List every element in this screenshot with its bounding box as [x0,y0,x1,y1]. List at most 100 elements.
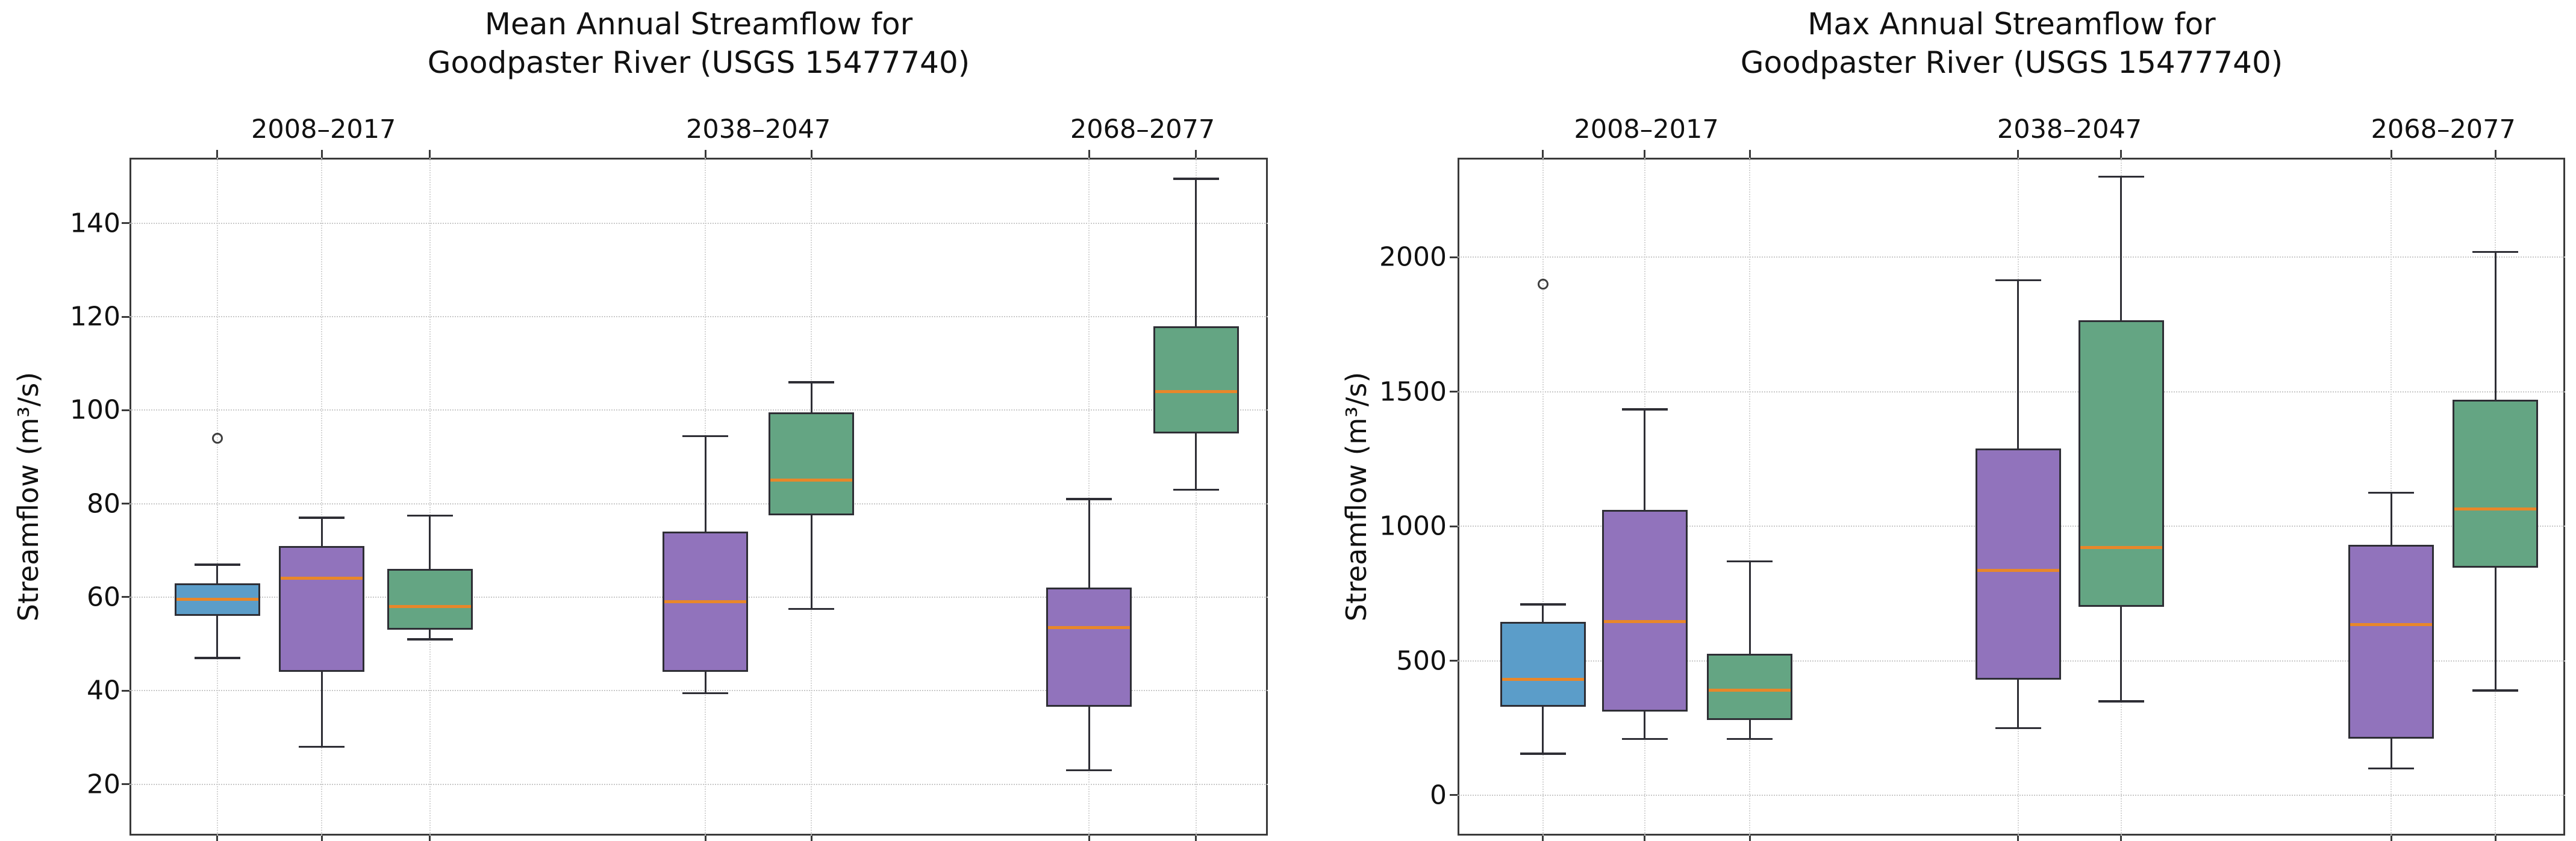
chart-title-max: Max Annual Streamflow for Goodpaster Riv… [1741,5,2283,82]
box-ccsm-2038–2047 [1975,448,2061,680]
whisker-cap-upper [788,381,835,383]
whisker-lower [1195,433,1197,490]
whisker-cap-lower [2098,700,2144,703]
whisker-lower [216,616,219,658]
x-tick-mark-bottom [2390,836,2392,841]
y-gridline [129,316,1268,318]
x-tick-mark-top [810,150,812,158]
whisker-cap-lower [1995,727,2041,730]
x-tick-mark-top [2494,150,2496,158]
chart-title-line1: Max Annual Streamflow for [1807,7,2216,42]
median-line [1155,389,1237,393]
whisker-cap-upper [1066,498,1112,500]
y-tick-mark [122,222,129,225]
box-gfdl-2068–2077 [2453,400,2539,568]
y-tick-mark [122,689,129,692]
whisker-lower [1748,719,1751,739]
whisker-upper [1542,604,1544,622]
y-gridline [1458,391,2565,393]
plot-area-mean [129,158,1268,836]
box-gfdl-2008–2017 [1707,654,1793,720]
whisker-cap-upper [1173,178,1219,180]
whisker-cap-upper [194,563,240,566]
box-ccsm-2008–2017 [279,545,365,672]
y-gridline [129,783,1268,785]
y-tick-label: 2000 [1379,241,1447,273]
y-tick-label: 1500 [1379,376,1447,408]
y-tick-mark [122,409,129,411]
x-tick-mark-bottom [1088,836,1090,841]
median-line [1603,620,1686,624]
x-tick-mark-top [704,150,706,158]
y-gridline [129,409,1268,411]
whisker-cap-upper [1520,603,1566,606]
chart-title-line1: Mean Annual Streamflow for [484,7,913,42]
y-gridline [129,222,1268,224]
whisker-upper [1748,561,1751,654]
x-gridline [1195,158,1197,836]
whisker-cap-lower [1520,753,1566,755]
median-line [2350,622,2433,626]
x-tick-mark-top [1542,150,1544,158]
whisker-upper [704,436,706,532]
whisker-cap-lower [299,745,345,748]
x-tick-mark-top [2017,150,2019,158]
box-gfdl-2038–2047 [2078,320,2164,607]
x-gridline [321,158,323,836]
y-tick-mark [1450,525,1458,527]
median-line [176,598,258,601]
median-line [388,604,471,608]
whisker-cap-upper [2472,250,2519,253]
x-tick-mark-bottom [1195,836,1197,841]
whisker-cap-lower [2368,767,2415,770]
whisker-lower [810,515,812,609]
x-gridline [1542,158,1544,836]
x-tick-mark-bottom [2494,836,2496,841]
x-tick-mark-top [1195,150,1197,158]
y-axis-label-max: Streamflow (m³/s) [1340,371,1373,622]
chart-title-mean: Mean Annual Streamflow for Goodpaster Ri… [428,5,970,82]
outlier-point [1537,279,1548,290]
period-label: 2008–2017 [1574,114,1719,144]
x-tick-mark-top [1088,150,1090,158]
whisker-lower [1088,707,1090,771]
box-gfdl-2038–2047 [769,412,855,516]
whisker-cap-lower [682,692,729,695]
median-line [1709,689,1791,692]
x-tick-mark-top [1748,150,1751,158]
whisker-lower [429,630,431,639]
whisker-upper [1644,409,1646,510]
box-ccsm-2068–2077 [1046,588,1132,707]
y-gridline [1458,794,2565,796]
whisker-cap-upper [2098,175,2144,178]
whisker-cap-lower [1727,737,1773,740]
y-gridline [129,690,1268,692]
chart-title-line2: Goodpaster River (USGS 15477740) [1740,45,2283,80]
whisker-cap-upper [682,435,729,438]
x-tick-mark-bottom [429,836,431,841]
x-gridline [216,158,218,836]
whisker-lower [704,672,706,694]
period-label: 2008–2017 [251,114,396,144]
x-gridline [1088,158,1090,836]
x-gridline [1749,158,1751,836]
y-tick-label: 20 [87,769,120,800]
median-line [2080,546,2162,550]
period-label: 2068–2077 [2371,114,2516,144]
x-tick-mark-top [1644,150,1646,158]
whisker-upper [1088,498,1090,588]
median-line [1048,625,1131,629]
y-tick-mark [1450,391,1458,393]
whisker-upper [2390,492,2392,545]
y-tick-label: 60 [87,582,120,613]
x-tick-mark-bottom [216,836,219,841]
y-tick-mark [1450,256,1458,258]
whisker-cap-upper [407,514,453,517]
whisker-upper [810,382,812,413]
y-tick-label: 40 [87,675,120,706]
x-tick-mark-bottom [2017,836,2019,841]
whisker-cap-lower [1173,488,1219,491]
x-tick-mark-bottom [320,836,323,841]
median-line [664,600,747,604]
